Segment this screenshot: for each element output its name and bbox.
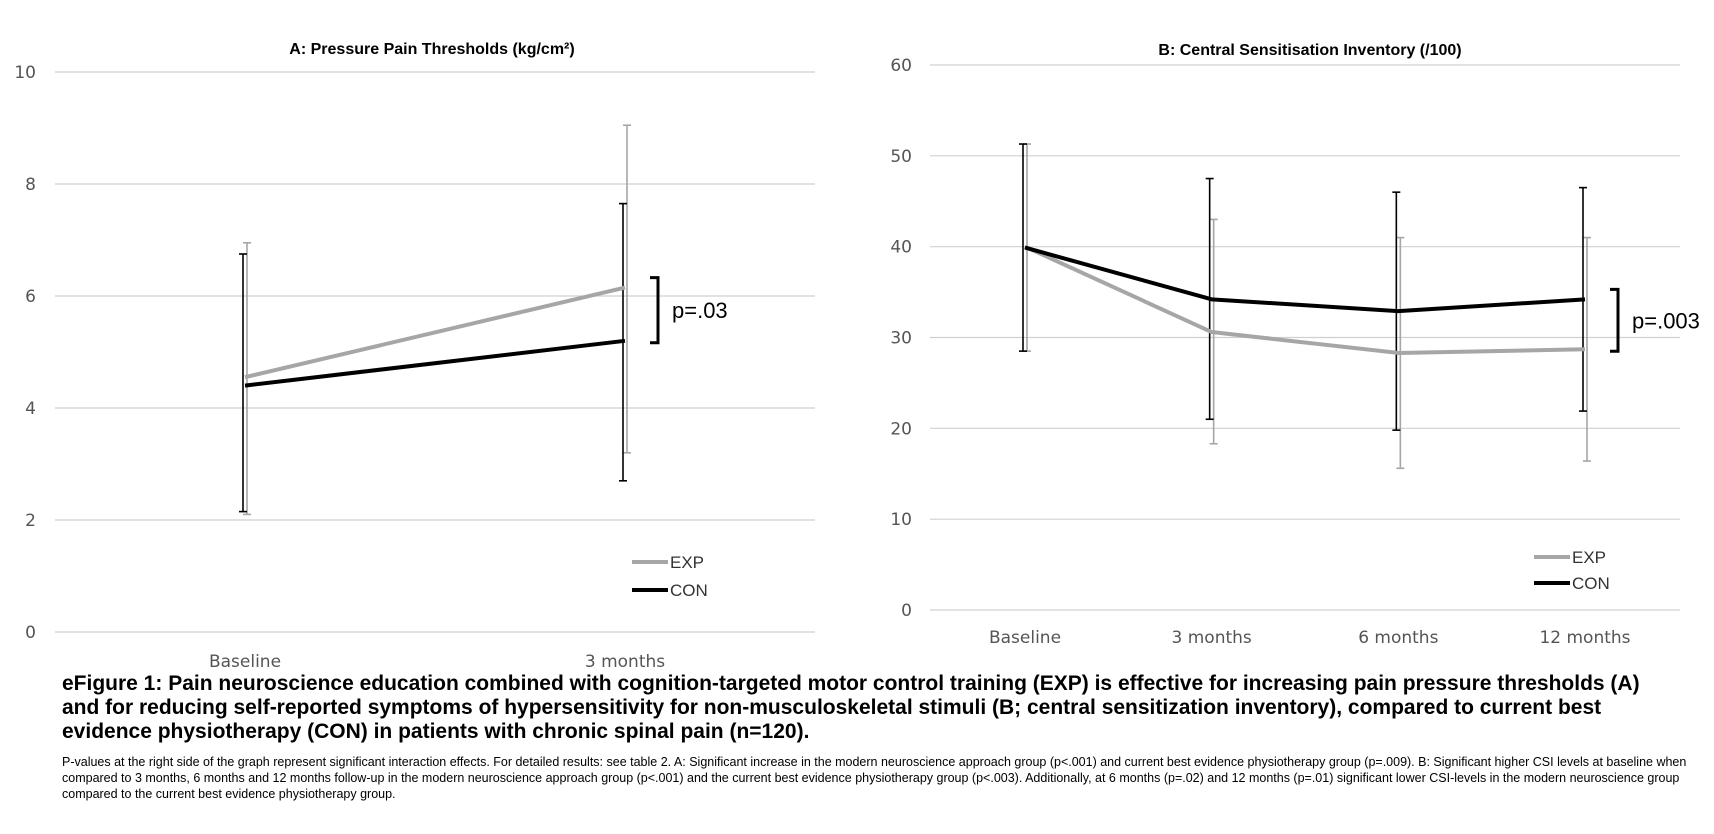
p-value-label: p=.003 [1632,308,1700,333]
series-line-con [244,338,626,388]
x-tick-label: 6 months [1358,628,1438,648]
y-tick-label: 30 [890,329,912,349]
figure-caption-body: P-values at the right side of the graph … [62,755,1687,801]
x-tick-label: 12 months [1539,628,1630,648]
legend-label-exp: EXP [670,553,704,572]
y-tick-label: 20 [890,419,912,439]
x-tick-label: 3 months [1172,628,1252,648]
y-tick-label: 50 [890,147,912,167]
series-line-con [1024,245,1586,314]
significance-bracket [1610,287,1620,353]
y-tick-label: 2 [25,511,36,531]
y-tick-label: 0 [901,601,912,621]
chart-title: A: Pressure Pain Thresholds (kg/cm²) [289,41,574,58]
y-tick-label: 10 [14,63,36,83]
chart-b: B: Central Sensitisation Inventory (/100… [890,42,1700,648]
series-line-exp [1024,244,1586,355]
legend-label-con: CON [1572,574,1610,593]
figure-caption-title: eFigure 1: Pain neuroscience education c… [62,672,1640,743]
p-value-label: p=.03 [672,298,728,323]
y-tick-label: 40 [890,238,912,258]
legend-label-con: CON [670,581,708,600]
y-tick-label: 0 [25,623,36,643]
series-line-exp [244,285,626,380]
legend-label-exp: EXP [1572,548,1606,567]
x-tick-label: Baseline [209,652,281,670]
chart-a: A: Pressure Pain Thresholds (kg/cm²) 0 2 4 6… [14,41,815,670]
y-tick-label: 6 [25,287,36,307]
chart-title: B: Central Sensitisation Inventory (/100… [1158,42,1461,59]
significance-bracket [650,276,660,345]
y-tick-label: 60 [890,56,912,76]
x-tick-label: 3 months [585,652,665,670]
y-tick-label: 8 [25,175,36,195]
y-tick-label: 4 [25,399,36,419]
x-tick-label: Baseline [989,628,1061,648]
y-tick-label: 10 [890,510,912,530]
figure-charts: A: Pressure Pain Thresholds (kg/cm²) 0 2 4 6… [14,41,1700,670]
